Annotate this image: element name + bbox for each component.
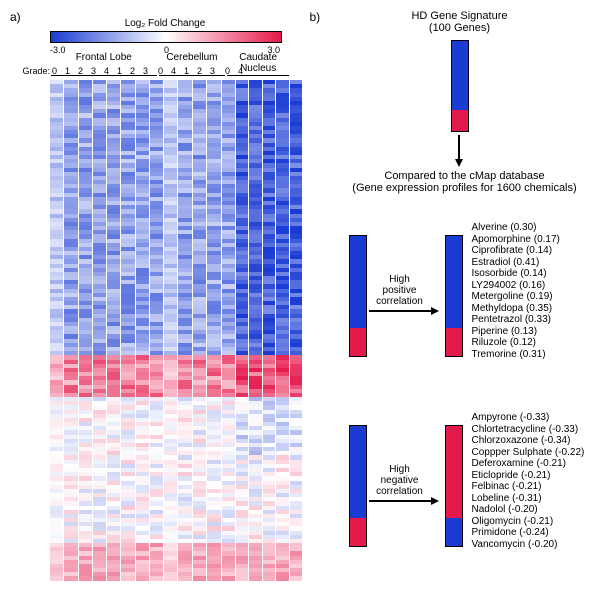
chem-item: Tremorine (0.31) xyxy=(471,349,559,361)
grade-row: Grade: 012341230412304 xyxy=(13,66,290,76)
heatmap xyxy=(50,80,290,580)
g1-left-bar xyxy=(349,235,367,357)
g2-arrow-head xyxy=(431,497,439,505)
colorbar-title: Log₂ Fold Change xyxy=(50,18,280,29)
g2-left-bar xyxy=(349,425,367,547)
heatmap-col xyxy=(121,80,135,580)
chem-item: Isosorbide (0.14) xyxy=(471,268,559,280)
panel-b-label: b) xyxy=(309,10,320,24)
g1-arrow-line xyxy=(369,310,431,312)
chem-item: Piperine (0.13) xyxy=(471,326,559,338)
compare-text: Compared to the cMap database (Gene expr… xyxy=(339,170,589,194)
heatmap-col xyxy=(236,80,249,580)
heatmap-col xyxy=(150,80,164,580)
heatmap-col xyxy=(93,80,107,580)
heatmap-col xyxy=(207,80,221,580)
g2-arrow-label: High negative correlation xyxy=(369,464,429,497)
chem-item: Felbinac (-0.21) xyxy=(471,481,584,493)
chem-item: Apomorphine (0.17) xyxy=(471,234,559,246)
heatmap-col xyxy=(276,80,289,580)
heatmap-col xyxy=(136,80,150,580)
chem-item: Pentetrazol (0.33) xyxy=(471,314,559,326)
chem-item: Riluzole (0.12) xyxy=(471,337,559,349)
pb-header-2: (100 Genes) xyxy=(429,22,490,34)
compare-1: Compared to the cMap database xyxy=(384,170,544,182)
chem-item: Methyldopa (0.35) xyxy=(471,303,559,315)
panel-a-label: a) xyxy=(10,10,21,24)
grade-group: 01234123 xyxy=(52,66,158,76)
heatmap-col xyxy=(193,80,207,580)
g1-arrow-head xyxy=(431,307,439,315)
compare-2: (Gene expression profiles for 1600 chemi… xyxy=(352,182,576,194)
g1-right-bar xyxy=(445,235,463,357)
chem-item: Metergoline (0.19) xyxy=(471,291,559,303)
pb-header-1: HD Gene Signature xyxy=(411,10,507,22)
heatmap-col xyxy=(290,80,303,580)
heatmap-col xyxy=(263,80,276,580)
chem-item: Ciprofibrate (0.14) xyxy=(471,245,559,257)
chem-item: Nadolol (-0.20) xyxy=(471,504,584,516)
chem-item: Vancomycin (-0.20) xyxy=(471,539,584,551)
heatmap-col xyxy=(164,80,178,580)
g2-right-bar xyxy=(445,425,463,547)
heatmap-col xyxy=(79,80,93,580)
chem-item: Chlorzoxazone (-0.34) xyxy=(471,435,584,447)
heatmap-col xyxy=(107,80,121,580)
chem-item: Eticlopride (-0.21) xyxy=(471,470,584,482)
heatmap-col xyxy=(178,80,192,580)
grade-label: Grade: xyxy=(13,66,52,76)
chem-item: Coppper Sulphate (-0.22) xyxy=(471,447,584,459)
heatmap-col xyxy=(64,80,78,580)
colorbar: Log₂ Fold Change -3.0 0 3.0 xyxy=(50,18,280,55)
grade-group: 04 xyxy=(225,66,287,76)
heatmap-col xyxy=(249,80,262,580)
g1-arrow-label: High positive correlation xyxy=(369,274,429,307)
chem-item: Chlortetracycline (-0.33) xyxy=(471,424,584,436)
chem-item: Primidone (-0.24) xyxy=(471,527,584,539)
g1-chem-list: Alverine (0.30)Apomorphine (0.17)Ciprofi… xyxy=(471,222,559,360)
chem-item: Deferoxamine (-0.21) xyxy=(471,458,584,470)
heatmap-col xyxy=(50,80,64,580)
chem-item: Ampyrone (-0.33) xyxy=(471,412,584,424)
grade-group: 04123 xyxy=(158,66,225,76)
heatmap-col xyxy=(222,80,236,580)
signature-bar xyxy=(451,40,469,132)
arrow-down-head xyxy=(455,159,463,167)
colorbar-gradient xyxy=(50,31,282,43)
chem-item: Alverine (0.30) xyxy=(471,222,559,234)
chem-item: Lobeline (-0.31) xyxy=(471,493,584,505)
g2-arrow-line xyxy=(369,500,431,502)
chem-item: Oligomycin (-0.21) xyxy=(471,516,584,528)
panel-b-header: HD Gene Signature (100 Genes) xyxy=(389,10,529,34)
chem-item: Estradiol (0.41) xyxy=(471,257,559,269)
arrow-down-line xyxy=(458,135,460,159)
chem-item: LY294002 (0.16) xyxy=(471,280,559,292)
g2-chem-list: Ampyrone (-0.33)Chlortetracycline (-0.33… xyxy=(471,412,584,550)
